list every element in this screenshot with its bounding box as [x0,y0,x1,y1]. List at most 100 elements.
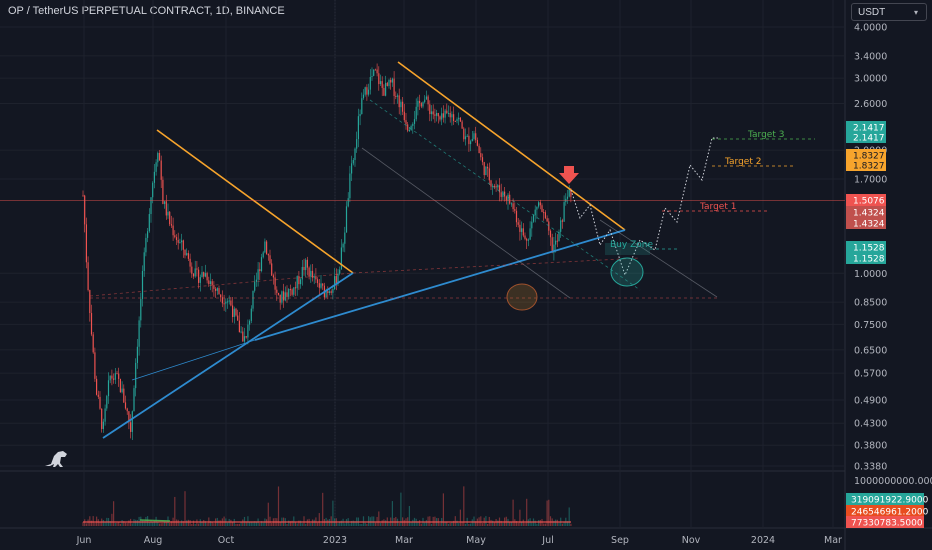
candle-body [90,313,93,335]
currency-selector[interactable]: USDT ▾ [851,3,927,21]
candle-body [405,120,407,125]
volume-bar [449,522,451,526]
volume-bar [317,522,319,526]
candle-body [381,81,383,88]
volume-bar [381,520,383,526]
candle-body [366,87,368,95]
candle-body [437,113,439,117]
candle-body [203,272,205,277]
volume-bar [337,523,339,526]
candle-body [398,95,400,108]
candle-body [490,180,492,187]
price-label-value: 1.5076 [853,197,885,207]
candle-body [376,69,378,74]
candle-body [374,69,376,71]
candle-body [194,268,196,277]
candle-body [131,411,133,432]
candle-body [429,104,431,115]
candle-body [420,103,422,107]
candle-body [364,87,366,95]
volume-bar [354,521,356,526]
volume-tick-label: 1000000000.0000 [854,476,932,487]
candle-body [116,373,118,375]
volume-bar [563,521,565,526]
candle-body [305,259,307,271]
volume-bar [170,521,172,526]
volume-bar [534,520,536,526]
volume-bar [385,520,387,526]
candle-body [221,297,223,304]
volume-bar [456,520,458,526]
candle-body [371,75,373,78]
candle-body [192,273,195,277]
volume-bar [453,520,455,526]
volume-bar [419,520,421,526]
candle-body [427,96,429,105]
time-axis: Jun Aug Oct 2023 Mar May Jul Sep Nov 2024 Mar [76,535,842,546]
volume-bar [485,516,487,526]
volume-bar [361,523,363,526]
candle-body [135,362,137,389]
volume-bar [147,516,149,526]
volume-bar [391,501,393,526]
candle-body [459,117,461,122]
candle-body [527,239,529,241]
candle-body [425,96,427,100]
candle-body [293,287,295,295]
candle-body [391,78,393,83]
candles [82,63,572,440]
time-tick-label: Aug [144,535,163,546]
volume-bar [524,522,526,526]
price-tick-label: 0.3380 [854,462,887,473]
volume-bar [250,521,252,526]
volume-bar [446,521,448,526]
volume-bar [536,523,538,526]
time-tick-label: Jul [541,535,553,546]
volume-bar [187,519,189,526]
candle-body [230,300,232,306]
candle-body [215,288,217,291]
time-tick-label: May [466,535,486,546]
volume-bar [191,523,193,526]
volume-label-box [846,505,924,517]
volume-bar [549,516,552,526]
volume-bar [301,523,303,526]
candle-body [296,276,298,289]
candle-body [451,114,453,118]
volume-bar [204,521,206,526]
candle-body [121,388,123,393]
volume-bar [286,523,288,526]
candle-body [182,240,184,250]
price-tick-label: 0.5700 [854,369,887,380]
volume-bar [182,521,184,526]
volume-bar [403,520,405,526]
volume-bar [512,499,514,526]
candle-body [345,206,348,233]
candle-body [267,254,269,256]
volume-bar [162,522,164,526]
candle-body [107,380,110,397]
volume-bar [177,519,179,526]
candle-body [357,116,359,140]
candle-body [308,267,310,277]
low-highlight-circle [506,283,538,311]
candle-body [111,375,113,379]
candle-body [466,135,468,137]
candle-body [352,160,354,164]
volume-bar [322,492,324,526]
candle-body [519,224,521,232]
volume-bar [237,523,239,526]
volume-bar [429,516,431,526]
candle-body [493,185,495,187]
currency-selected: USDT [858,7,886,18]
candle-body [504,191,506,197]
candle-body [145,237,147,253]
candle-body [303,266,305,271]
volume-bar [568,507,570,526]
price-tick-label: 2.6000 [854,99,887,110]
volume-bar [458,523,460,526]
volume-bar [121,520,123,526]
candle-body [521,228,523,232]
